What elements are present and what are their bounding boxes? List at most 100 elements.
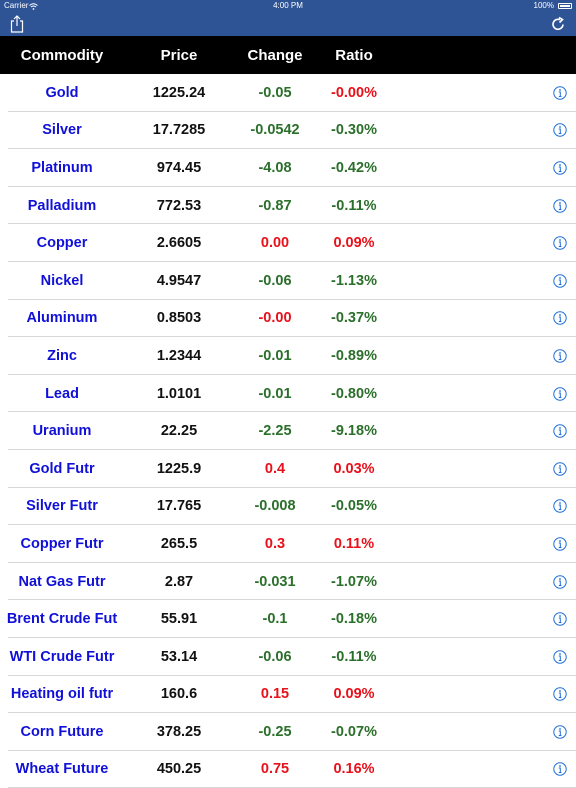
table-row[interactable]: Zinc 1.2344 -0.01 -0.89% xyxy=(0,337,576,375)
commodity-change: -0.25 xyxy=(258,723,292,740)
info-icon xyxy=(553,123,567,138)
table-row[interactable]: Gold 1225.24 -0.05 -0.00% xyxy=(0,74,576,112)
share-icon xyxy=(10,15,24,33)
info-button[interactable] xyxy=(553,86,567,100)
table-row[interactable]: WTI Crude Futr 53.14 -0.06 -0.11% xyxy=(0,638,576,676)
commodity-ratio: -0.89% xyxy=(331,347,377,364)
info-icon xyxy=(553,424,567,438)
commodity-ratio: -9.18% xyxy=(331,423,377,440)
table-row[interactable]: Palladium 772.53 -0.87 -0.11% xyxy=(0,187,576,225)
info-icon xyxy=(553,462,567,476)
commodity-ratio: -0.18% xyxy=(331,611,377,628)
info-icon xyxy=(553,499,567,514)
info-button[interactable] xyxy=(553,462,567,476)
carrier-label: Carrier xyxy=(4,1,29,10)
commodity-change: -0.008 xyxy=(254,498,296,515)
info-button[interactable] xyxy=(553,725,567,739)
commodity-price: 53.14 xyxy=(160,648,198,665)
commodity-price: 4.9547 xyxy=(156,272,202,289)
header-commodity[interactable]: Commodity xyxy=(20,46,104,64)
table-row[interactable]: Uranium 22.25 -2.25 -9.18% xyxy=(0,412,576,450)
commodity-change: -0.0542 xyxy=(250,122,300,139)
commodity-name: Palladium xyxy=(27,197,97,214)
status-time: 4:00 PM xyxy=(273,1,303,10)
commodity-change: -0.05 xyxy=(258,84,292,101)
commodity-change: -0.06 xyxy=(258,272,292,289)
info-button[interactable] xyxy=(553,311,567,326)
info-button[interactable] xyxy=(553,537,567,551)
info-button[interactable] xyxy=(553,161,567,175)
commodity-ratio: -1.07% xyxy=(331,573,377,590)
header-ratio[interactable]: Ratio xyxy=(335,46,373,64)
commodity-change: -4.08 xyxy=(258,159,292,176)
refresh-button[interactable] xyxy=(550,16,566,32)
status-bar: Carrier 4:00 PM 100% xyxy=(0,0,576,12)
table-row[interactable]: Wheat Future 450.25 0.75 0.16% xyxy=(0,751,576,788)
commodity-change: 0.3 xyxy=(264,535,286,552)
commodity-price: 378.25 xyxy=(156,723,202,740)
info-button[interactable] xyxy=(553,123,567,138)
info-button[interactable] xyxy=(553,574,567,589)
table-row[interactable]: Nat Gas Futr 2.87 -0.031 -1.07% xyxy=(0,563,576,601)
info-button[interactable] xyxy=(553,386,567,401)
commodity-ratio: -0.30% xyxy=(331,122,377,139)
commodity-price: 974.45 xyxy=(156,159,202,176)
commodity-change: -0.1 xyxy=(262,611,288,628)
commodity-price: 772.53 xyxy=(156,197,202,214)
info-button[interactable] xyxy=(553,499,567,514)
table-row[interactable]: Copper Futr 265.5 0.3 0.11% xyxy=(0,525,576,563)
commodity-name: WTI Crude Futr xyxy=(9,648,115,665)
commodity-change: -0.00 xyxy=(258,310,292,327)
commodity-name: Nat Gas Futr xyxy=(18,573,106,590)
table-row[interactable]: Copper 2.6605 0.00 0.09% xyxy=(0,224,576,262)
info-button[interactable] xyxy=(553,349,567,363)
table-row[interactable]: Aluminum 0.8503 -0.00 -0.37% xyxy=(0,300,576,338)
info-icon xyxy=(553,311,567,326)
commodity-ratio: -1.13% xyxy=(331,272,377,289)
commodity-name: Wheat Future xyxy=(15,761,109,778)
commodity-ratio: 0.09% xyxy=(333,235,375,252)
table-row[interactable]: Nickel 4.9547 -0.06 -1.13% xyxy=(0,262,576,300)
table-row[interactable]: Silver 17.7285 -0.0542 -0.30% xyxy=(0,112,576,150)
commodity-name: Silver xyxy=(42,122,82,139)
info-button[interactable] xyxy=(553,198,567,213)
table-row[interactable]: Lead 1.0101 -0.01 -0.80% xyxy=(0,375,576,413)
info-icon xyxy=(553,236,567,250)
commodity-name: Corn Future xyxy=(20,723,104,740)
info-icon xyxy=(553,612,567,626)
table-row[interactable]: Heating oil futr 160.6 0.15 0.09% xyxy=(0,676,576,714)
commodity-name: Platinum xyxy=(31,159,93,176)
table-row[interactable]: Brent Crude Fut 55.91 -0.1 -0.18% xyxy=(0,600,576,638)
info-icon xyxy=(553,687,567,701)
refresh-icon xyxy=(552,16,564,31)
table-row[interactable]: Gold Futr 1225.9 0.4 0.03% xyxy=(0,450,576,488)
info-icon xyxy=(553,86,567,100)
info-button[interactable] xyxy=(553,650,567,664)
table-row[interactable]: Silver Futr 17.765 -0.008 -0.05% xyxy=(0,488,576,526)
info-button[interactable] xyxy=(553,687,567,701)
info-button[interactable] xyxy=(553,424,567,438)
commodity-ratio: -0.80% xyxy=(331,385,377,402)
info-icon xyxy=(553,725,567,739)
table-row[interactable]: Corn Future 378.25 -0.25 -0.07% xyxy=(0,713,576,751)
commodity-ratio: -0.11% xyxy=(331,197,377,214)
commodity-price: 55.91 xyxy=(160,611,198,628)
commodity-change: -0.01 xyxy=(258,347,292,364)
commodity-ratio: 0.11% xyxy=(333,535,375,552)
commodity-change: -0.06 xyxy=(258,648,292,665)
commodity-change: -0.87 xyxy=(258,197,292,214)
commodity-name: Zinc xyxy=(47,347,77,364)
info-button[interactable] xyxy=(553,274,567,288)
info-button[interactable] xyxy=(553,236,567,250)
commodity-ratio: -0.37% xyxy=(331,310,377,327)
info-button[interactable] xyxy=(553,612,567,626)
table-row[interactable]: Platinum 974.45 -4.08 -0.42% xyxy=(0,149,576,187)
commodity-price: 1.2344 xyxy=(156,347,202,364)
commodity-price: 22.25 xyxy=(160,423,198,440)
share-button[interactable] xyxy=(10,15,24,33)
header-price[interactable]: Price xyxy=(160,46,198,64)
header-change[interactable]: Change xyxy=(247,46,303,64)
info-button[interactable] xyxy=(553,762,567,777)
commodity-ratio: -0.11% xyxy=(331,648,377,665)
info-icon xyxy=(553,161,567,175)
